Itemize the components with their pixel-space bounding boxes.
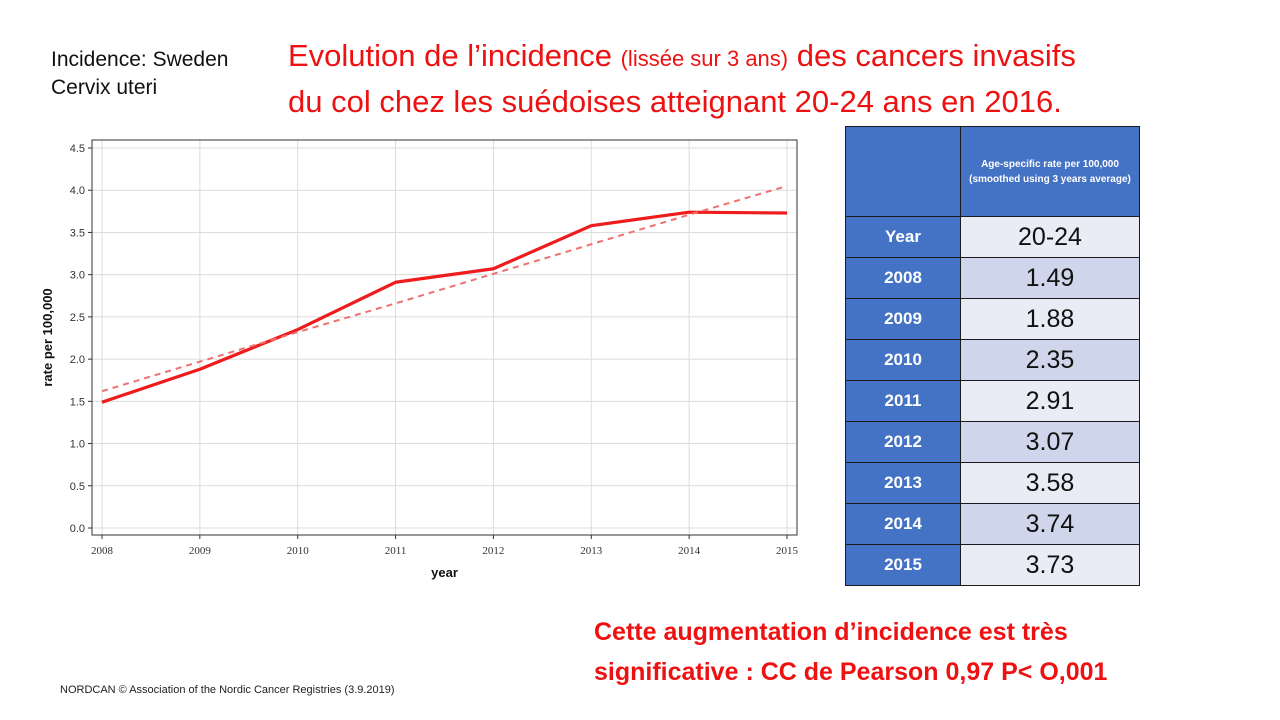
x-tick-label: 2013 <box>580 545 603 557</box>
table-year-cell: 2015 <box>845 544 961 586</box>
y-tick-label: 0.0 <box>70 523 85 535</box>
x-tick-label: 2010 <box>287 545 310 557</box>
x-axis-title: year <box>431 565 458 580</box>
table-value-cell: 1.49 <box>960 257 1140 299</box>
table-header-cell: Age-specific rate per 100,000 (smoothed … <box>960 126 1140 217</box>
table-row: 2013 3.58 <box>845 462 1140 504</box>
rate-table: Age-specific rate per 100,000 (smoothed … <box>845 126 1140 586</box>
table-value-cell: 3.73 <box>960 544 1140 586</box>
title-line-1: Evolution de l’incidence (lissée sur 3 a… <box>288 34 1248 80</box>
y-tick-label: 1.0 <box>70 439 85 451</box>
caption-country: Incidence: Sweden <box>51 48 229 71</box>
x-tick-label: 2011 <box>385 545 407 557</box>
y-tick-label: 4.0 <box>70 185 85 197</box>
y-tick-label: 4.5 <box>70 143 85 155</box>
y-tick-label: 0.5 <box>70 481 85 493</box>
table-value-cell: 3.58 <box>960 462 1140 504</box>
trend-line <box>101 185 788 393</box>
table-row: 2014 3.74 <box>845 503 1140 545</box>
table-header-row: Age-specific rate per 100,000 (smoothed … <box>845 126 1140 217</box>
x-tick-label: 2008 <box>91 545 114 557</box>
age-group-cell: 20-24 <box>960 216 1140 258</box>
x-tick-label: 2015 <box>776 545 799 557</box>
table-year-cell: 2012 <box>845 421 961 463</box>
table-year-cell: 2009 <box>845 298 961 340</box>
y-tick-label: 3.5 <box>70 227 85 239</box>
title-line-2: du col chez les suédoises atteignant 20-… <box>288 84 1062 119</box>
title-parenthetical: (lissée sur 3 ans) <box>620 46 789 71</box>
title-part-2: des cancers invasifs <box>788 38 1076 73</box>
table-row: 2012 3.07 <box>845 421 1140 463</box>
table-year-cell: 2008 <box>845 257 961 299</box>
table-value-cell: 3.07 <box>960 421 1140 463</box>
table-year-cell: 2011 <box>845 380 961 422</box>
plot-border <box>91 139 798 536</box>
table-value-cell: 3.74 <box>960 503 1140 545</box>
slide-title: Evolution de l’incidence (lissée sur 3 a… <box>288 34 1248 123</box>
incidence-line-chart: 0.0 0.5 1.0 1.5 2.0 2.5 3.0 3.5 4.0 4.5 2008 2009 20… <box>40 139 799 580</box>
x-tick-label: 2014 <box>678 545 701 557</box>
y-tick-label: 2.0 <box>70 354 85 366</box>
table-value-cell: 2.91 <box>960 380 1140 422</box>
table-corner-cell <box>845 126 961 217</box>
table-year-cell: 2014 <box>845 503 961 545</box>
conclusion-text: Cette augmentation d’incidence est très … <box>594 612 1107 692</box>
incidence-series-line <box>101 210 788 404</box>
table-value-cell: 2.35 <box>960 339 1140 381</box>
title-part-1: Evolution de l’incidence <box>288 38 621 73</box>
y-tick-label: 1.5 <box>70 396 85 408</box>
y-axis-title: rate per 100,000 <box>40 288 55 386</box>
table-row: 2010 2.35 <box>845 339 1140 381</box>
table-row: 2011 2.91 <box>845 380 1140 422</box>
caption-site: Cervix uteri <box>51 76 158 99</box>
table-year-cell: 2010 <box>845 339 961 381</box>
table-year-cell: 2013 <box>845 462 961 504</box>
table-year-header-row: Year 20-24 <box>845 216 1140 258</box>
plot-area <box>92 140 797 535</box>
table-value-cell: 1.88 <box>960 298 1140 340</box>
y-tick-label: 3.0 <box>70 270 85 282</box>
table-row: 2009 1.88 <box>845 298 1140 340</box>
table-row: 2015 3.73 <box>845 544 1140 586</box>
x-tick-label: 2009 <box>189 545 212 557</box>
year-label-cell: Year <box>845 216 961 258</box>
y-tick-label: 2.5 <box>70 312 85 324</box>
source-note: NORDCAN © Association of the Nordic Canc… <box>60 684 395 696</box>
conclusion-line-1: Cette augmentation d’incidence est très <box>594 618 1068 646</box>
x-tick-label: 2012 <box>482 545 504 557</box>
conclusion-line-2: significative : CC de Pearson 0,97 P< O,… <box>594 658 1108 686</box>
table-row: 2008 1.49 <box>845 257 1140 299</box>
chart-caption: Incidence: Sweden Cervix uteri <box>51 46 228 102</box>
